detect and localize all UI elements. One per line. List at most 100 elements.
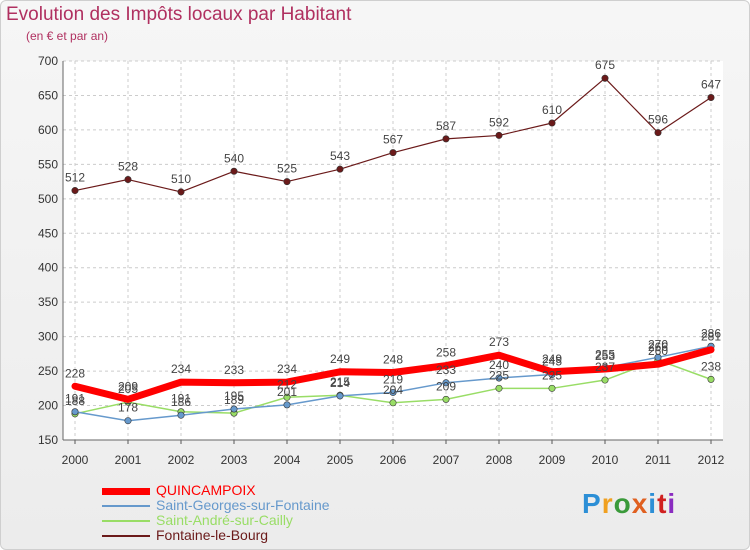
data-point bbox=[495, 384, 503, 392]
x-tick-label: 2007 bbox=[433, 453, 460, 467]
data-point bbox=[442, 395, 450, 403]
data-point bbox=[71, 408, 79, 416]
x-tick-label: 2004 bbox=[274, 453, 301, 467]
data-point bbox=[708, 346, 714, 353]
data-label: 189 bbox=[224, 393, 244, 407]
y-tick-label: 500 bbox=[38, 192, 58, 206]
data-label: 266 bbox=[648, 340, 668, 354]
data-point bbox=[390, 369, 396, 376]
data-point bbox=[601, 376, 609, 384]
data-label: 204 bbox=[383, 383, 403, 397]
data-point bbox=[496, 352, 502, 359]
data-label: 212 bbox=[277, 377, 297, 391]
data-label: 191 bbox=[171, 392, 191, 406]
data-point bbox=[72, 383, 78, 390]
data-label: 195 bbox=[224, 389, 244, 403]
data-point bbox=[283, 393, 291, 401]
data-label: 237 bbox=[595, 360, 615, 374]
logo-letter: t bbox=[657, 488, 668, 519]
legend-swatch bbox=[102, 535, 150, 537]
x-tick-label: 2008 bbox=[486, 453, 513, 467]
line-chart: 150 200 250 300 350 400 450 500 550 600 650 700 2000… bbox=[38, 54, 725, 467]
data-label: 238 bbox=[701, 359, 721, 373]
data-point bbox=[601, 74, 609, 82]
data-point bbox=[230, 167, 238, 175]
data-label: 186 bbox=[171, 395, 191, 409]
chart-subtitle: (en € et par an) bbox=[26, 29, 109, 43]
x-tick-label: 2001 bbox=[115, 453, 142, 467]
data-point bbox=[655, 361, 661, 368]
logo-letter: o bbox=[613, 488, 632, 519]
proxiti-logo: Proxiti bbox=[582, 488, 676, 520]
data-point bbox=[283, 178, 291, 186]
legend-label: QUINCAMPOIX bbox=[156, 482, 256, 498]
logo-letter: x bbox=[631, 488, 649, 519]
x-tick-label: 2012 bbox=[698, 453, 725, 467]
data-label: 214 bbox=[330, 376, 350, 390]
data-point bbox=[231, 379, 237, 386]
data-point bbox=[654, 129, 662, 137]
y-tick-label: 150 bbox=[38, 433, 58, 447]
data-point bbox=[602, 366, 608, 373]
data-point bbox=[389, 149, 397, 157]
data-point bbox=[177, 411, 185, 419]
legend-label: Fontaine-le-Bourg bbox=[156, 527, 269, 543]
data-label: 675 bbox=[595, 58, 615, 72]
data-label: 567 bbox=[383, 133, 403, 147]
y-tick-label: 700 bbox=[38, 54, 58, 68]
x-tick-label: 2002 bbox=[168, 453, 195, 467]
legend-swatch bbox=[102, 520, 150, 522]
data-point bbox=[442, 379, 450, 387]
data-label: 233 bbox=[224, 363, 244, 377]
data-label: 596 bbox=[648, 113, 668, 127]
data-label: 178 bbox=[118, 401, 138, 415]
data-label: 258 bbox=[436, 346, 456, 360]
data-label: 215 bbox=[330, 375, 350, 389]
data-label: 273 bbox=[489, 335, 509, 349]
data-point bbox=[177, 188, 185, 196]
data-label: 209 bbox=[118, 379, 138, 393]
y-tick-label: 650 bbox=[38, 88, 58, 102]
data-label: 587 bbox=[436, 119, 456, 133]
x-tick-label: 2010 bbox=[592, 453, 619, 467]
data-point bbox=[125, 396, 131, 403]
data-point bbox=[389, 399, 397, 407]
data-label: 249 bbox=[330, 352, 350, 366]
y-tick-label: 450 bbox=[38, 226, 58, 240]
data-label: 540 bbox=[224, 151, 244, 165]
logo-letter: P bbox=[582, 488, 602, 519]
data-label: 219 bbox=[383, 372, 403, 386]
data-label: 647 bbox=[701, 78, 721, 92]
x-tick-label: 2006 bbox=[380, 453, 407, 467]
data-label: 255 bbox=[595, 348, 615, 362]
data-point bbox=[337, 368, 343, 375]
y-tick-label: 350 bbox=[38, 295, 58, 309]
y-tick-label: 400 bbox=[38, 261, 58, 275]
logo-letter: i bbox=[667, 488, 677, 519]
data-point bbox=[283, 401, 291, 409]
legend-label: Saint-André-sur-Cailly bbox=[156, 512, 293, 528]
data-point bbox=[495, 131, 503, 139]
data-point bbox=[284, 379, 290, 386]
data-label: 528 bbox=[118, 160, 138, 174]
data-label: 249 bbox=[542, 352, 562, 366]
data-label: 512 bbox=[65, 171, 85, 185]
data-label: 209 bbox=[436, 379, 456, 393]
data-point bbox=[336, 165, 344, 173]
data-label: 610 bbox=[542, 103, 562, 117]
data-point bbox=[178, 379, 184, 386]
data-point bbox=[442, 135, 450, 143]
data-label: 510 bbox=[171, 172, 191, 186]
data-label: 225 bbox=[489, 368, 509, 382]
data-label: 245 bbox=[542, 355, 562, 369]
y-tick-label: 200 bbox=[38, 399, 58, 413]
data-point bbox=[336, 392, 344, 400]
data-label: 270 bbox=[648, 337, 668, 351]
data-point bbox=[389, 388, 397, 396]
data-label: 253 bbox=[595, 349, 615, 363]
data-label: 234 bbox=[277, 362, 297, 376]
legend-swatch bbox=[102, 505, 150, 507]
data-label: 592 bbox=[489, 115, 509, 129]
data-point bbox=[124, 417, 132, 425]
data-label: 191 bbox=[65, 392, 85, 406]
